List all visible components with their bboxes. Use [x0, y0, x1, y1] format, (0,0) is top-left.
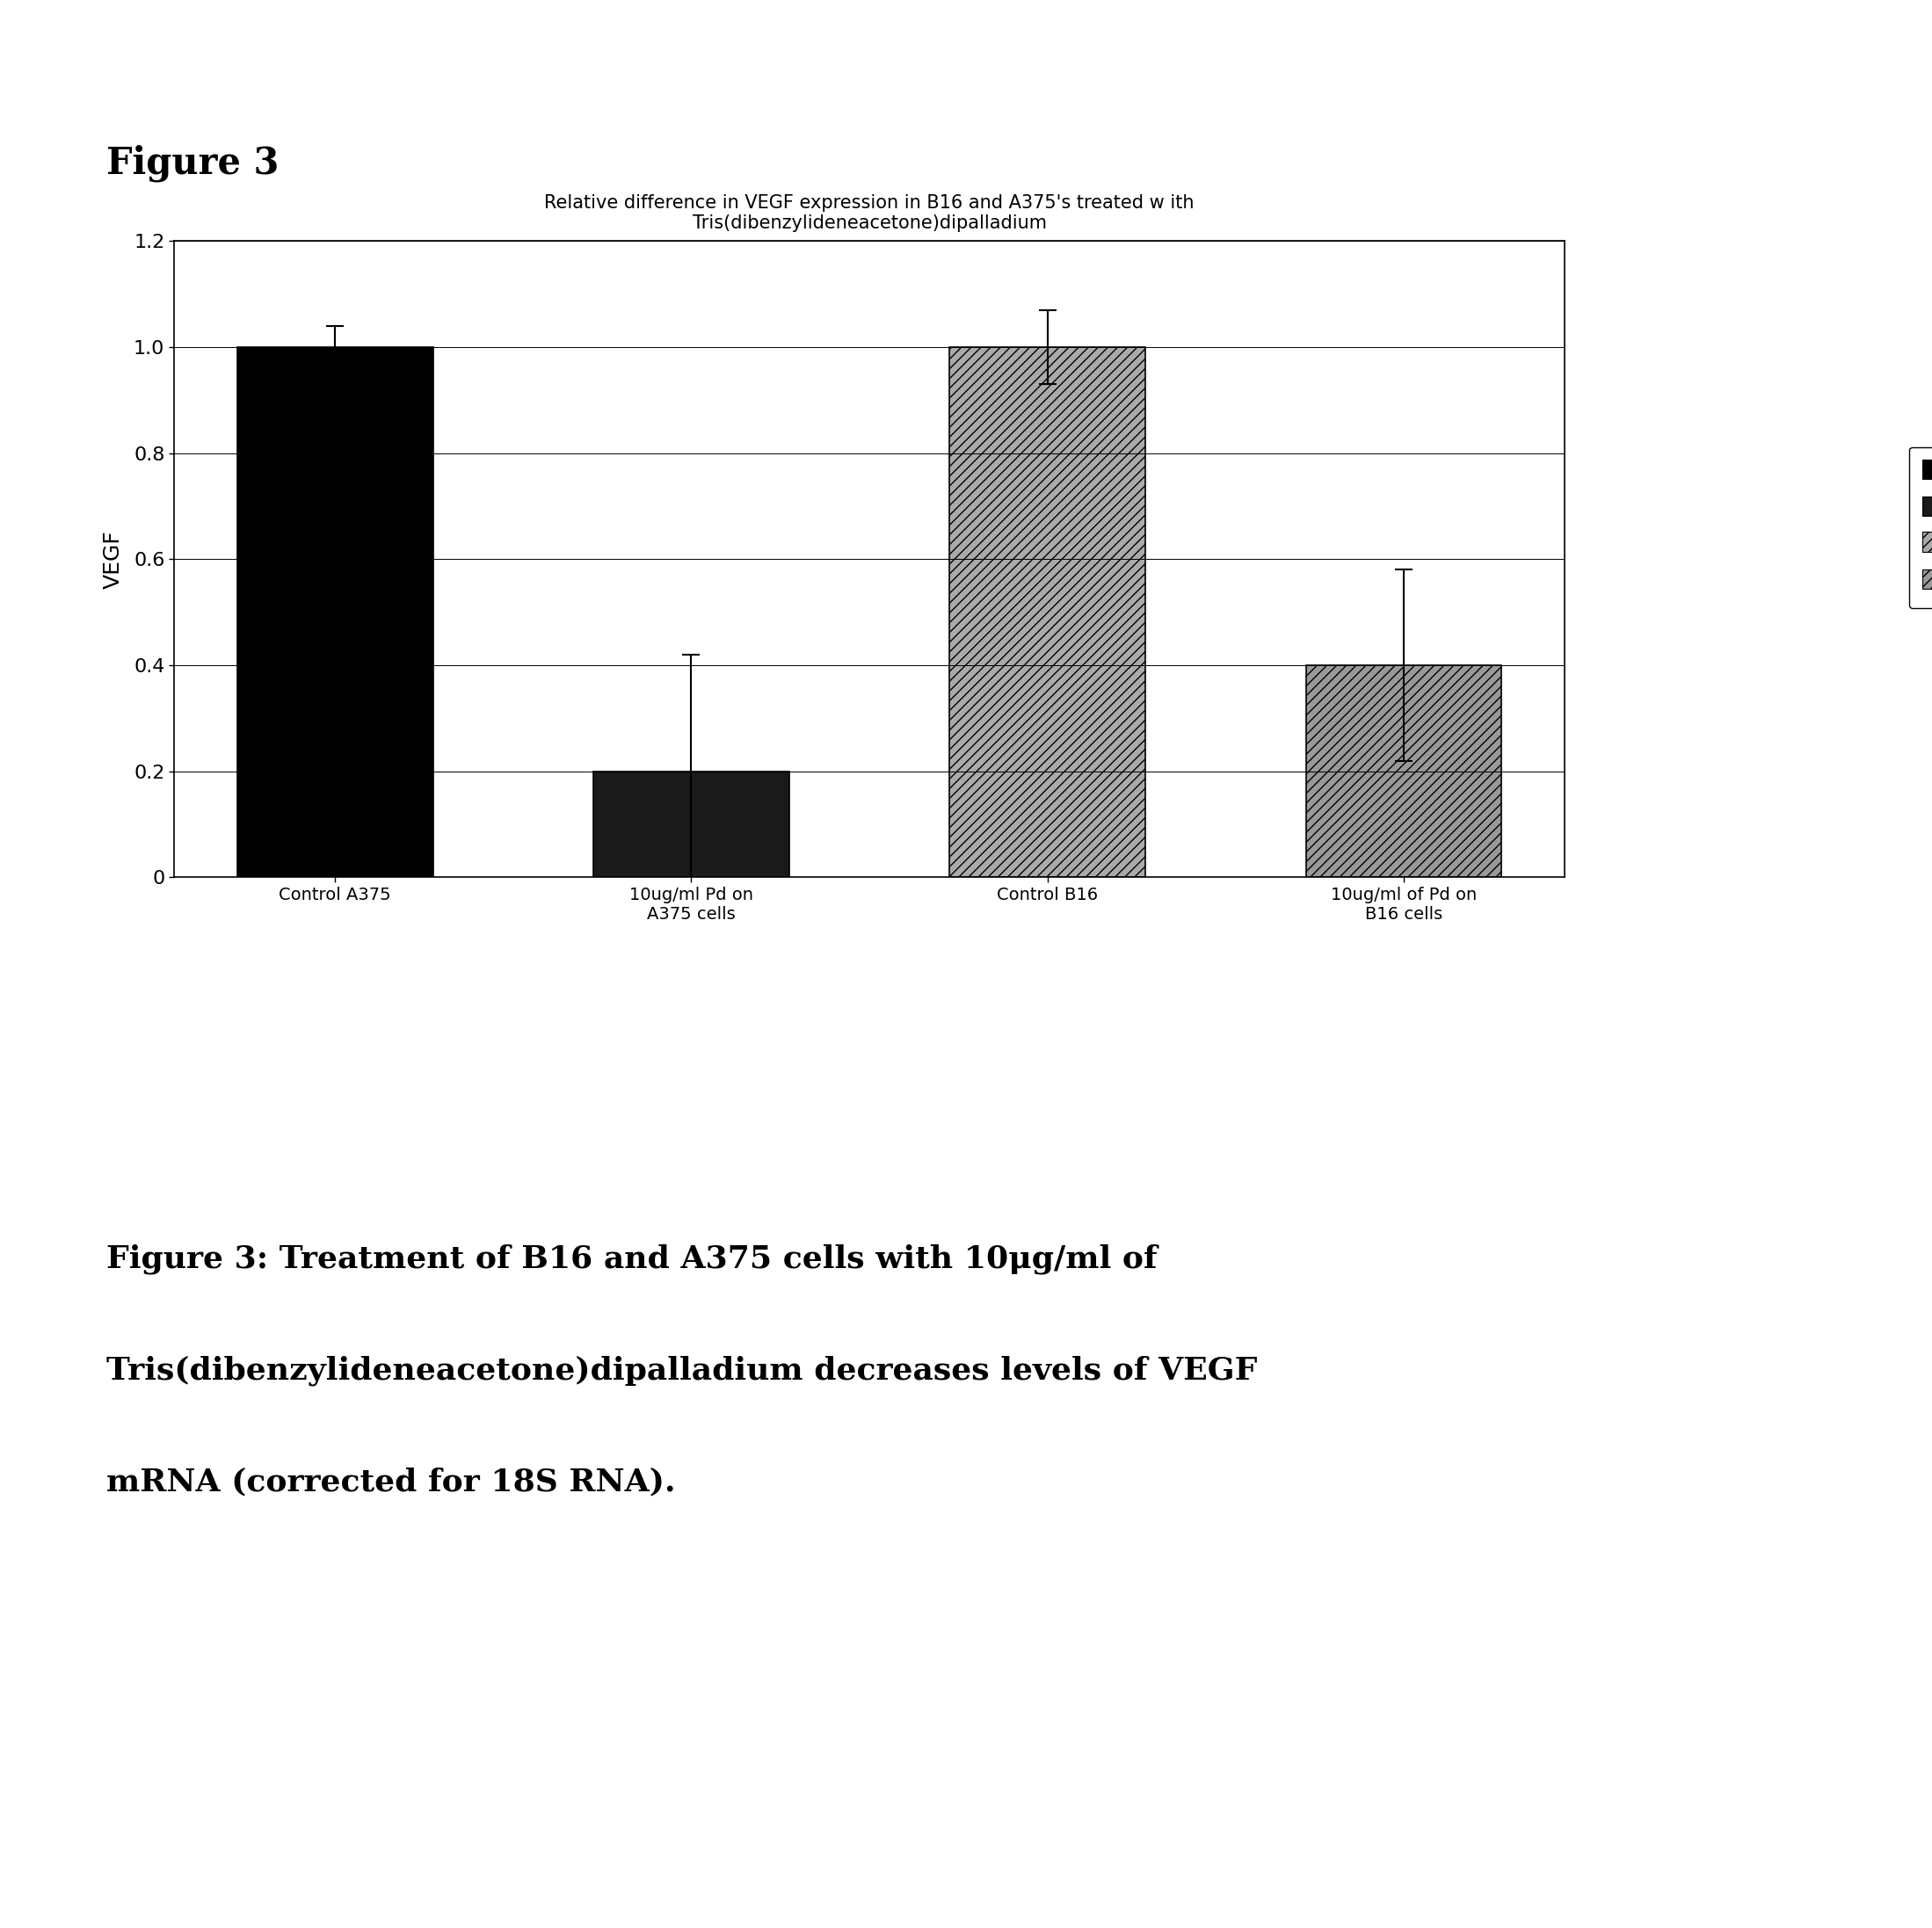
- Legend: Control A375, 10ug/ml Pd on
A375 cells, Control B16, 10ug/ml of Pd
on B16 cells: Control A375, 10ug/ml Pd on A375 cells, …: [1909, 447, 1932, 607]
- Y-axis label: VEGF: VEGF: [102, 530, 124, 588]
- Text: Figure 3: Figure 3: [106, 145, 278, 181]
- Bar: [1306, 665, 1501, 877]
- Bar: [238, 347, 433, 877]
- Title: Relative difference in VEGF expression in B16 and A375's treated w ith
Tris(dibe: Relative difference in VEGF expression i…: [545, 195, 1194, 231]
- Text: Figure 3: Treatment of B16 and A375 cells with 10μg/ml of: Figure 3: Treatment of B16 and A375 cell…: [106, 1244, 1157, 1274]
- Text: mRNA (corrected for 18S RNA).: mRNA (corrected for 18S RNA).: [106, 1467, 676, 1496]
- Bar: [949, 347, 1146, 877]
- Text: Tris(dibenzylideneacetone)dipalladium decreases levels of VEGF: Tris(dibenzylideneacetone)dipalladium de…: [106, 1355, 1258, 1386]
- Bar: [593, 771, 790, 877]
